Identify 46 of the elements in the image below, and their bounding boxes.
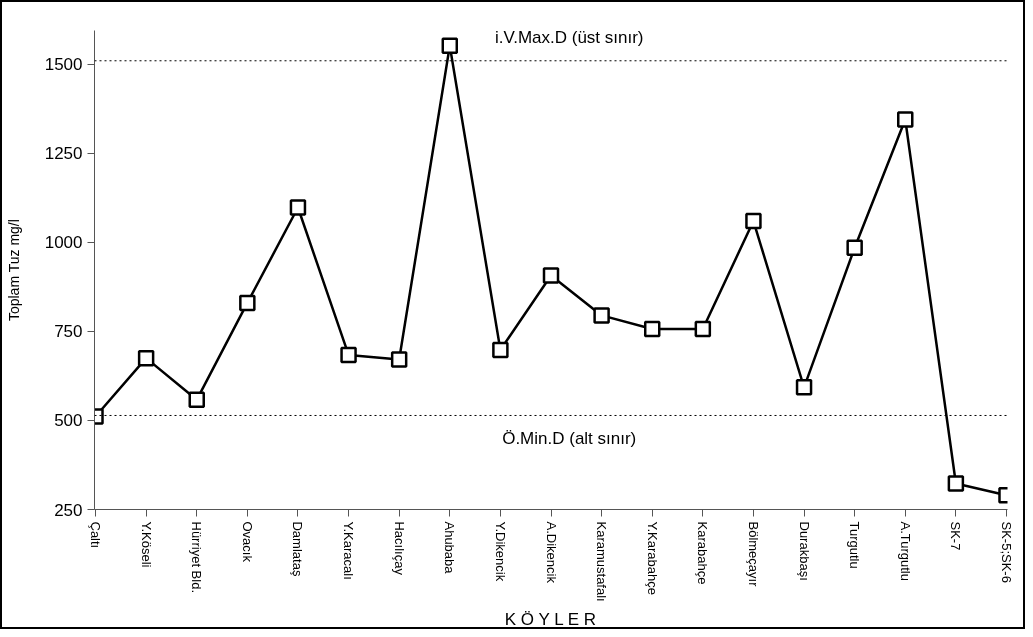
point — [593, 307, 610, 324]
x-tick-label: Y.Köseli — [138, 521, 154, 568]
point — [441, 37, 459, 55]
y-tick-label: 250 — [54, 500, 83, 520]
x-tick-label: Turgutlu — [847, 521, 863, 569]
point — [239, 294, 256, 312]
point — [897, 111, 914, 128]
x-tick-label: Y.Karabahçe — [644, 521, 660, 595]
x-tick-label: Çaltı — [88, 521, 104, 549]
y-tick-label: 1000 — [44, 233, 83, 253]
x-tick-label: A.Dikencik — [543, 521, 559, 584]
x-axis-title: K Ö Y L E R — [504, 609, 597, 629]
y-tick-label: 1250 — [44, 144, 83, 164]
x-tick-label: Hürriyet Bld. — [189, 521, 205, 594]
point — [947, 475, 965, 492]
ref-line-label: Ö.Min.D (alt sınır) — [502, 429, 637, 449]
x-tick-label: Ovacık — [239, 521, 255, 563]
ref-line-label: i.V.Max.D (üst sınır) — [494, 27, 644, 47]
point — [542, 267, 560, 284]
x-tick-label: A.Turgutlu — [897, 521, 913, 581]
point — [846, 239, 863, 256]
y-tick-label: 1500 — [44, 55, 83, 75]
point — [795, 379, 813, 396]
x-tick-label: Damlataş — [290, 521, 306, 577]
x-tick-label: Karamustafalı — [594, 521, 610, 602]
y-axis-title: Toplam Tuz mg/l — [5, 219, 22, 322]
x-tick-label: SK-7 — [948, 521, 964, 551]
point — [289, 199, 307, 216]
point — [745, 212, 762, 230]
x-tick-label: Bölmeçayır — [745, 521, 761, 588]
x-tick-label: Karabahçe — [695, 521, 711, 585]
point — [643, 320, 661, 338]
x-tick-label: Y.Karacalı — [341, 521, 357, 580]
x-tick-label: Y.Dikencik — [492, 521, 508, 582]
x-tick-label: SK-5;SK-6 — [998, 521, 1014, 583]
point — [137, 349, 155, 367]
x-tick-label: Ahubaba — [442, 521, 458, 575]
point — [390, 351, 408, 368]
x-tick-label: Durakbaşı — [796, 521, 812, 581]
point — [492, 341, 509, 359]
point — [694, 320, 712, 338]
y-tick-label: 500 — [54, 411, 83, 431]
point — [188, 391, 205, 409]
point — [340, 346, 357, 364]
y-tick-label: 750 — [54, 322, 83, 342]
x-tick-label: Hacılıçay — [391, 521, 407, 576]
